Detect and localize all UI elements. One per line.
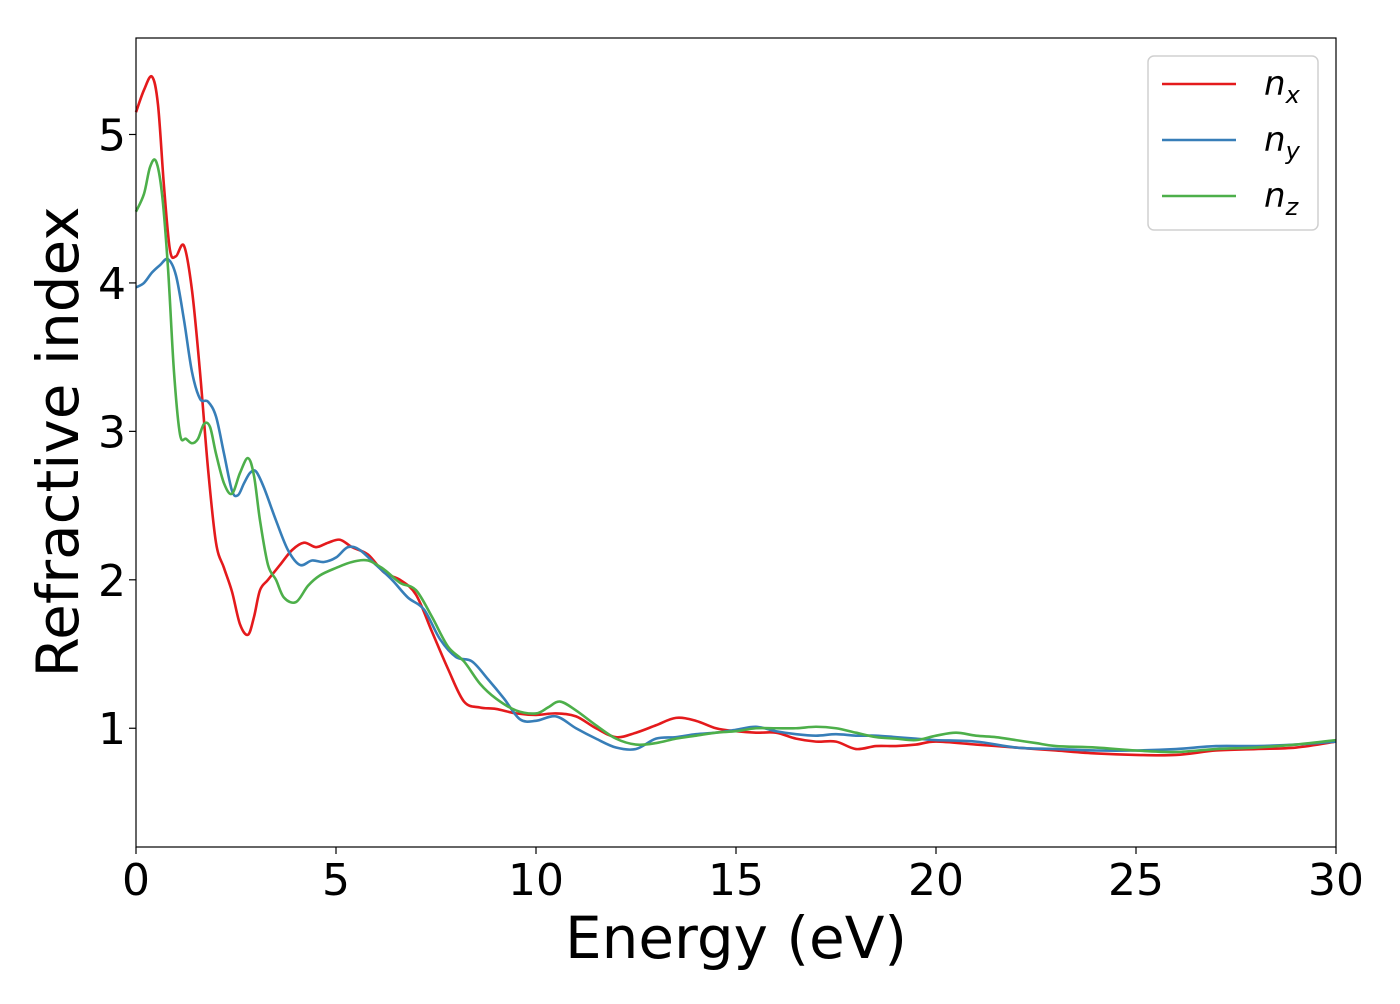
y-tick-label: 1 [98,704,126,755]
x-axis-label: Energy (eV) [565,904,907,972]
legend-label-ny: ny [1264,120,1301,165]
x-tick-label: 5 [322,855,350,906]
x-axis: 0 5 10 15 20 25 30 [122,847,1364,906]
legend-label-subscript: y [1285,137,1301,165]
legend-label-subscript: z [1285,193,1300,221]
x-tick-label: 10 [508,855,564,906]
series-line-nx [134,74,1337,757]
legend-box [1147,55,1319,231]
y-axis: 1 2 3 4 5 [98,110,136,755]
x-tick-label: 0 [122,855,150,906]
y-axis-label: Refractive index [24,206,92,677]
x-tick-label: 30 [1308,855,1364,906]
legend-label-base: n [1264,64,1286,104]
x-tick-label: 25 [1108,855,1164,906]
legend-label-base: n [1264,120,1286,160]
legend-label-subscript: x [1285,81,1301,109]
y-tick-label: 4 [98,259,126,310]
series-line-ny [135,257,1337,752]
y-tick-label: 2 [98,556,126,607]
x-tick-label: 15 [708,855,764,906]
y-tick-label: 3 [98,407,126,458]
legend-label-nx: nx [1264,64,1301,109]
series-line-nz [134,158,1337,754]
series-layer [134,74,1337,757]
x-tick-label: 20 [908,855,964,906]
legend-label-base: n [1264,176,1286,216]
legend-label-nz: nz [1264,176,1300,221]
y-tick-label: 5 [98,110,126,161]
